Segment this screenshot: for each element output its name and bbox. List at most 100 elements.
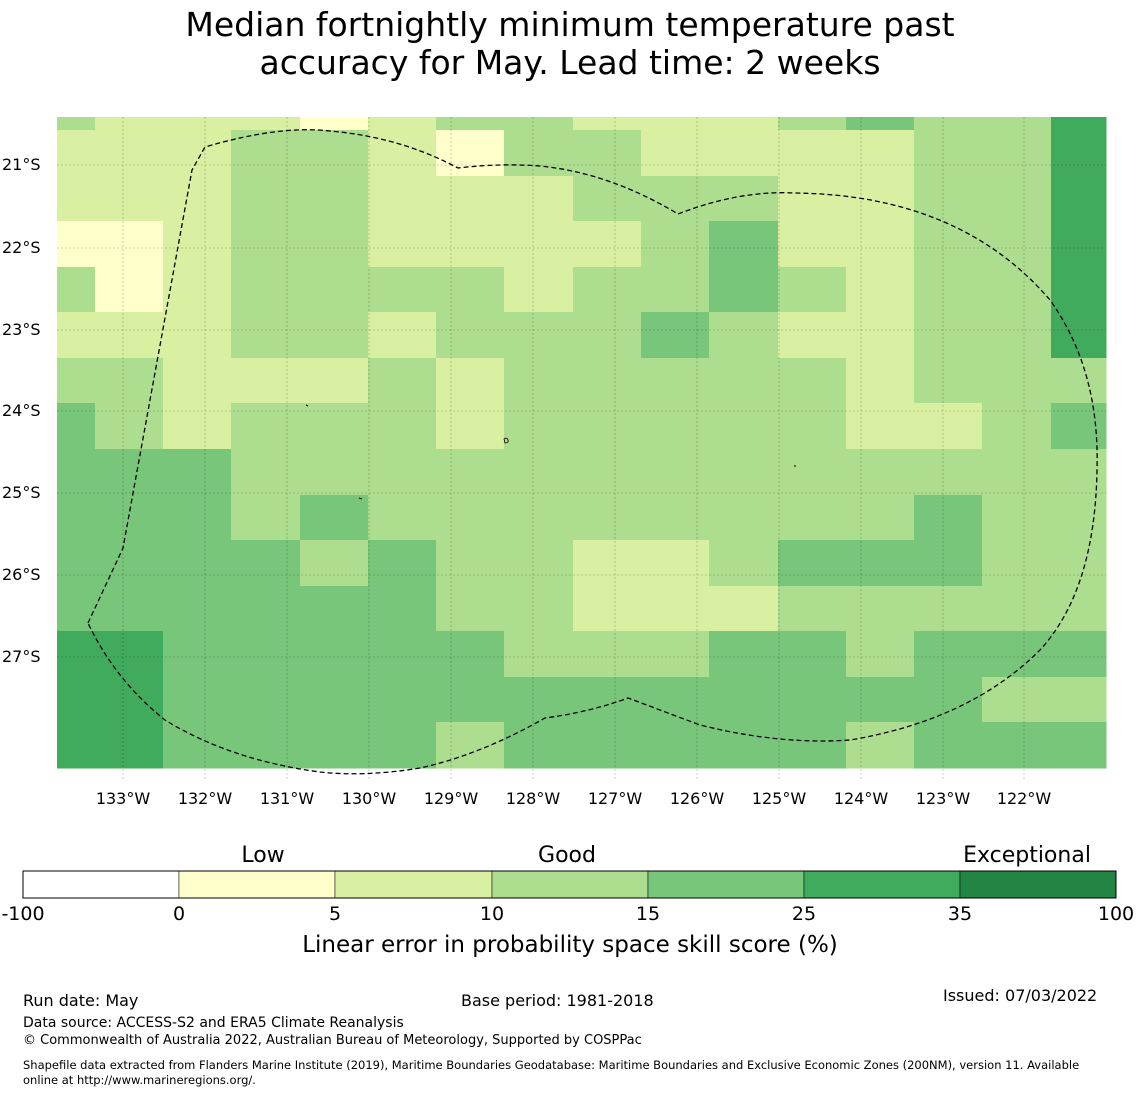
longitude-label: 124°W bbox=[833, 789, 889, 808]
skill-cell bbox=[231, 312, 301, 359]
skill-cell bbox=[368, 449, 437, 496]
skill-cell bbox=[641, 117, 710, 131]
colorbar-bin bbox=[22, 870, 180, 899]
skill-cell bbox=[231, 358, 301, 404]
skill-cell bbox=[95, 449, 164, 496]
colorbar-bin bbox=[491, 870, 649, 899]
skill-cell bbox=[1051, 312, 1107, 359]
skill-cell bbox=[573, 495, 642, 541]
longitude-label: 133°W bbox=[95, 789, 151, 808]
skill-cell bbox=[641, 403, 710, 450]
skill-cell bbox=[778, 677, 847, 723]
skill-cell bbox=[573, 358, 642, 404]
skill-cell bbox=[573, 631, 642, 678]
skill-cell bbox=[846, 586, 915, 632]
skill-cell bbox=[778, 631, 847, 678]
skill-cell bbox=[914, 130, 983, 177]
skill-cell bbox=[231, 176, 301, 222]
skill-cell bbox=[846, 358, 915, 404]
skill-cell bbox=[1051, 495, 1107, 541]
skill-cell bbox=[778, 403, 847, 450]
skill-cell bbox=[709, 449, 779, 496]
skill-cell bbox=[300, 221, 369, 268]
skill-cell bbox=[846, 540, 915, 587]
skill-cell bbox=[436, 586, 505, 632]
colorbar-tick-label: 15 bbox=[635, 903, 661, 925]
skill-cell bbox=[914, 221, 983, 268]
longitude-label: 122°W bbox=[996, 789, 1052, 808]
skill-cell bbox=[436, 312, 505, 359]
run-date: Run date: May bbox=[23, 991, 139, 1010]
skill-cell bbox=[914, 540, 983, 587]
skill-cell bbox=[982, 312, 1052, 359]
island-marker bbox=[503, 437, 509, 444]
skill-cell bbox=[573, 221, 642, 268]
skill-cell bbox=[573, 722, 642, 769]
skill-cell bbox=[504, 495, 574, 541]
skill-cell bbox=[709, 403, 779, 450]
skill-cell bbox=[163, 130, 232, 177]
colorbar bbox=[22, 870, 1117, 899]
colorbar-bin bbox=[178, 870, 336, 899]
shapefile-credit-line-1: Shapefile data extracted from Flanders M… bbox=[23, 1058, 1080, 1072]
skill-cell bbox=[163, 722, 232, 769]
colorbar-bin bbox=[803, 870, 961, 899]
skill-cell bbox=[436, 117, 505, 131]
skill-cell bbox=[436, 495, 505, 541]
skill-cell bbox=[95, 267, 164, 313]
latitude-label: 26°S bbox=[2, 565, 41, 584]
skill-cell bbox=[982, 117, 1052, 131]
skill-cell bbox=[778, 176, 847, 222]
skill-cell bbox=[504, 540, 574, 587]
skill-cell bbox=[778, 495, 847, 541]
longitude-label: 123°W bbox=[915, 789, 971, 808]
skill-cell bbox=[504, 449, 574, 496]
skill-cell bbox=[914, 722, 983, 769]
skill-cell bbox=[573, 117, 642, 131]
colorbar-bin bbox=[647, 870, 805, 899]
skill-cell bbox=[231, 495, 301, 541]
skill-cell bbox=[504, 312, 574, 359]
skill-cell bbox=[300, 358, 369, 404]
latitude-label: 27°S bbox=[2, 647, 41, 666]
skill-cell bbox=[573, 312, 642, 359]
skill-cell bbox=[982, 267, 1052, 313]
shapefile-credit-line-2: online at http://www.marineregions.org/. bbox=[23, 1073, 256, 1087]
skill-cell bbox=[231, 722, 301, 769]
skill-cell bbox=[641, 312, 710, 359]
skill-cell bbox=[641, 586, 710, 632]
skill-cell bbox=[709, 358, 779, 404]
skill-grid bbox=[57, 117, 1107, 769]
skill-cell bbox=[982, 540, 1052, 587]
skill-cell bbox=[1051, 449, 1107, 496]
skill-cell bbox=[504, 117, 574, 131]
skill-cell bbox=[504, 176, 574, 222]
skill-cell bbox=[504, 267, 574, 313]
latitude-label: 22°S bbox=[2, 238, 41, 257]
skill-cell bbox=[163, 221, 232, 268]
skill-cell bbox=[1051, 267, 1107, 313]
skill-cell bbox=[163, 495, 232, 541]
island-marker bbox=[358, 497, 363, 500]
skill-cell bbox=[709, 117, 779, 131]
island-marker bbox=[305, 404, 309, 407]
skill-cell bbox=[95, 631, 164, 678]
skill-cell bbox=[982, 221, 1052, 268]
skill-cell bbox=[368, 495, 437, 541]
skill-cell bbox=[982, 722, 1052, 769]
colorbar-frame bbox=[22, 870, 1117, 899]
skill-cell bbox=[1051, 358, 1107, 404]
skill-cell bbox=[1051, 677, 1107, 723]
skill-cell bbox=[436, 221, 505, 268]
skill-cell bbox=[231, 221, 301, 268]
skill-cell bbox=[95, 221, 164, 268]
skill-cell bbox=[163, 176, 232, 222]
latitude-label: 23°S bbox=[2, 320, 41, 339]
skill-cell bbox=[846, 221, 915, 268]
longitude-label: 130°W bbox=[341, 789, 397, 808]
skill-cell bbox=[504, 722, 574, 769]
longitude-label: 127°W bbox=[587, 789, 643, 808]
skill-cell bbox=[641, 631, 710, 678]
skill-cell bbox=[573, 267, 642, 313]
